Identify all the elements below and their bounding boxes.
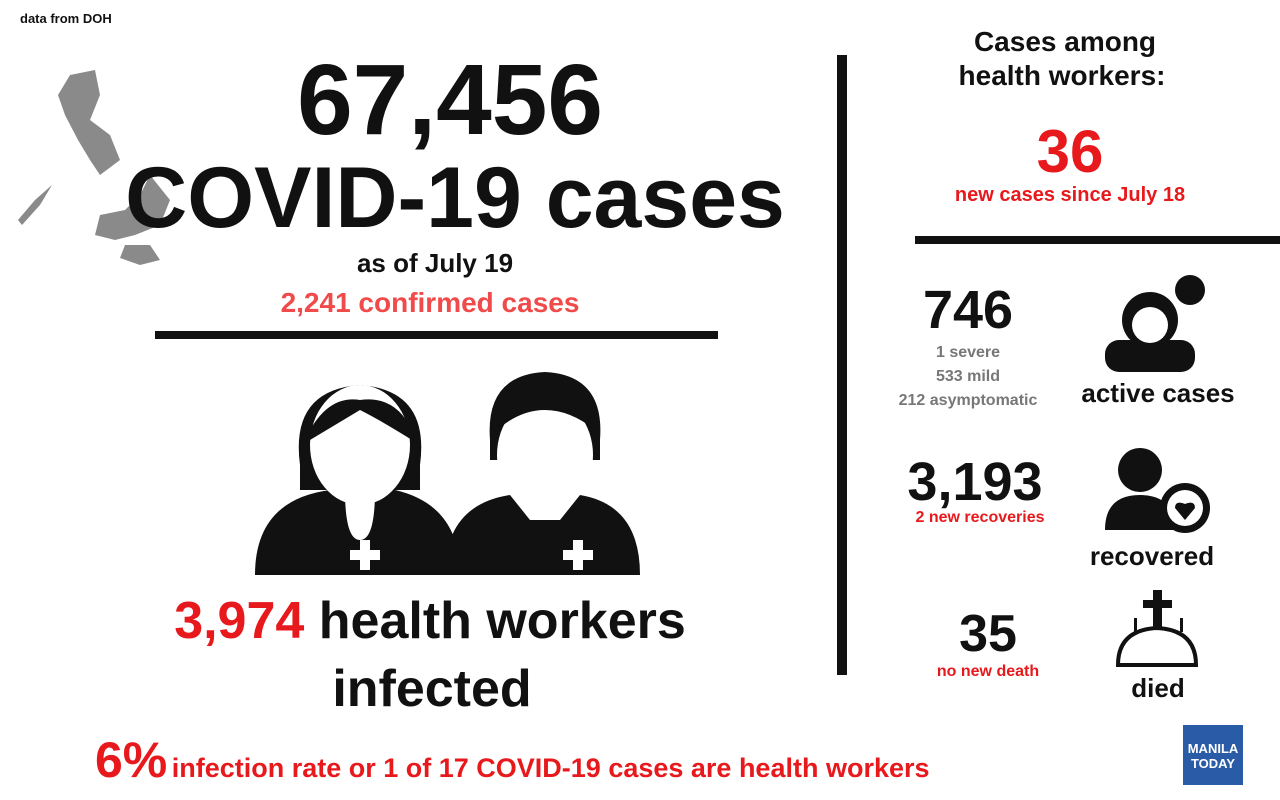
recovered-note: 2 new recoveries bbox=[915, 509, 1045, 526]
died-note: no new death bbox=[936, 663, 1040, 680]
active-label: active cases bbox=[1081, 378, 1235, 408]
active-detail: 212 asymptomatic bbox=[898, 392, 1038, 409]
health-workers-label: health workers bbox=[318, 592, 686, 650]
total-cases: 67,456 bbox=[297, 44, 603, 156]
headline-title: COVID-19 cases bbox=[125, 150, 785, 246]
health-workers-count: 3,974 bbox=[174, 592, 305, 650]
active-value: 746 bbox=[922, 280, 1014, 340]
confirmed-cases: 2,241 confirmed cases bbox=[280, 287, 580, 318]
active-detail: 533 mild bbox=[935, 368, 1001, 385]
date: as of July 19 bbox=[356, 248, 514, 278]
map-silhouette bbox=[18, 70, 170, 265]
footer-text: infection rate or 1 of 17 COVID-19 cases… bbox=[171, 753, 930, 783]
infection-rate: 6% bbox=[95, 732, 168, 788]
divider bbox=[155, 331, 718, 339]
panel-title: Cases among bbox=[973, 26, 1157, 57]
logo-box bbox=[1183, 725, 1243, 785]
health-worker-icons bbox=[255, 275, 1210, 667]
new-cases-label: new cases since July 18 bbox=[954, 184, 1186, 206]
logo-text: MANILA bbox=[1187, 741, 1239, 756]
source-note: data from DOH bbox=[20, 11, 112, 26]
recovered-value: 3,193 bbox=[907, 452, 1043, 512]
recovered-label: recovered bbox=[1089, 541, 1215, 571]
health-workers-label-2: infected bbox=[332, 660, 532, 718]
panel-title-2: health workers: bbox=[958, 60, 1166, 91]
logo-text: TODAY bbox=[1190, 756, 1236, 771]
new-cases: 36 bbox=[1036, 118, 1104, 185]
health-workers-line: 3,974 health workers bbox=[174, 595, 686, 647]
active-detail: 1 severe bbox=[935, 344, 1001, 361]
vertical-divider bbox=[837, 55, 847, 675]
died-value: 35 bbox=[959, 605, 1017, 663]
panel-divider bbox=[915, 236, 1280, 244]
footer: 6% infection rate or 1 of 17 COVID-19 ca… bbox=[95, 735, 930, 785]
died-label: died bbox=[1131, 673, 1185, 703]
